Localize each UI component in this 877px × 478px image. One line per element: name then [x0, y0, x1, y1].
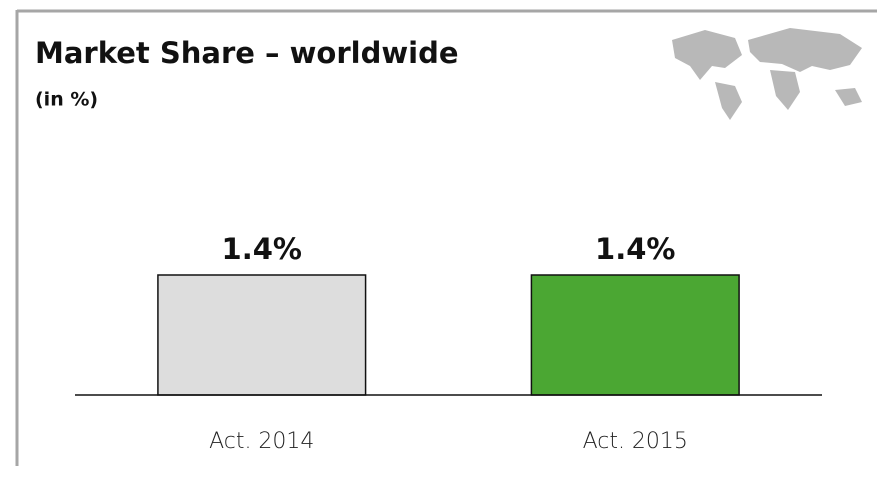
bar	[157, 274, 367, 396]
data-label: 1.4%	[595, 232, 675, 266]
chart-title: Market Share – worldwide	[35, 36, 459, 70]
x-tick-label: Act. 2015	[583, 429, 688, 454]
x-tick-label: Act. 2014	[209, 429, 314, 454]
bar	[530, 274, 740, 396]
data-label: 1.4%	[222, 232, 302, 266]
world-map-icon	[672, 28, 862, 120]
chart-subtitle: (in %)	[35, 89, 98, 111]
